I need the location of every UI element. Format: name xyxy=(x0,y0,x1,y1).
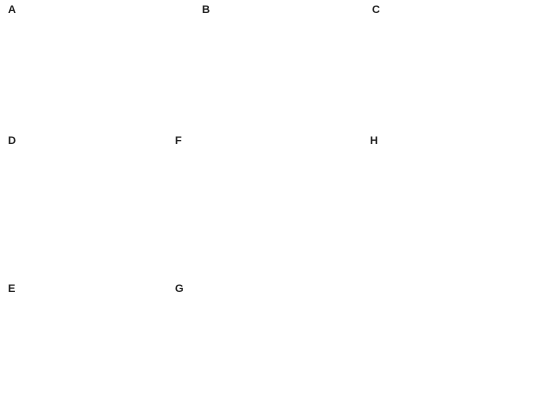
panel-d-figure xyxy=(8,147,168,279)
panel-c xyxy=(372,16,548,131)
panel-e xyxy=(8,295,168,409)
panel-h-figure xyxy=(370,147,548,409)
panel-a xyxy=(8,16,194,131)
panel-g xyxy=(175,295,365,409)
panel-g-figure xyxy=(175,295,365,409)
panel-b-label: B xyxy=(202,4,210,16)
panel-f-figure xyxy=(175,147,365,279)
panel-b-figure xyxy=(202,16,364,131)
panel-e-figure xyxy=(8,295,168,409)
panel-h-label: H xyxy=(370,135,378,147)
panel-h xyxy=(370,147,548,409)
panel-c-figure xyxy=(372,16,548,131)
panel-a-label: A xyxy=(8,4,16,16)
panel-b xyxy=(202,16,364,131)
panel-e-label: E xyxy=(8,283,16,295)
panel-d xyxy=(8,147,168,279)
panel-f-label: F xyxy=(175,135,182,147)
panel-g-label: G xyxy=(175,283,184,295)
panel-c-label: C xyxy=(372,4,380,16)
panel-f xyxy=(175,147,365,279)
panel-d-label: D xyxy=(8,135,16,147)
panel-a-figure xyxy=(8,16,194,131)
